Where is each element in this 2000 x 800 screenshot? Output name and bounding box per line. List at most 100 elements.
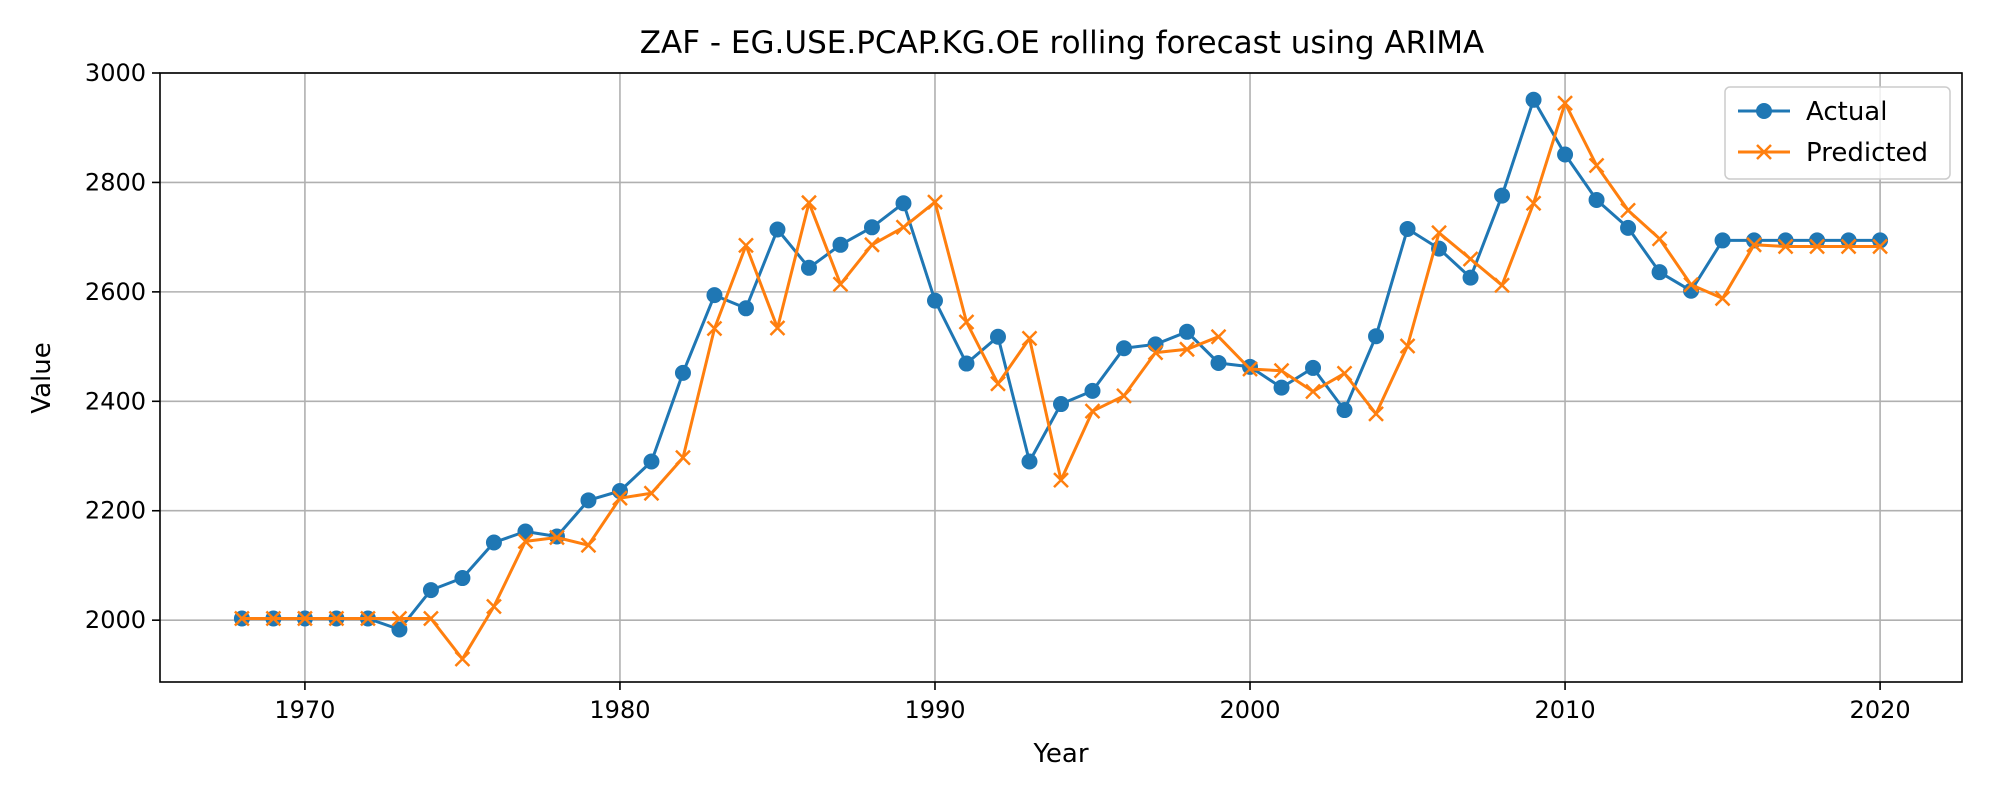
y-tick-label: 2800 bbox=[85, 168, 146, 196]
y-tick-label: 2200 bbox=[85, 497, 146, 525]
predicted-point bbox=[1179, 341, 1195, 358]
actual-point bbox=[1588, 191, 1605, 208]
predicted-point bbox=[234, 610, 250, 627]
predicted-point bbox=[1588, 157, 1605, 174]
actual-point bbox=[454, 570, 471, 587]
predicted-point bbox=[1116, 387, 1132, 404]
predicted-point bbox=[769, 320, 786, 336]
predicted-point bbox=[360, 610, 376, 627]
series-layer bbox=[233, 91, 1889, 667]
actual-point bbox=[485, 534, 502, 551]
actual-point bbox=[926, 292, 943, 309]
actual-point bbox=[1557, 146, 1574, 163]
actual-point bbox=[1273, 379, 1290, 396]
actual-point bbox=[737, 300, 754, 317]
predicted-point bbox=[675, 449, 691, 466]
actual-point bbox=[1399, 220, 1416, 237]
actual-point bbox=[895, 195, 912, 212]
predicted-point bbox=[1053, 472, 1069, 488]
y-tick-label: 3000 bbox=[85, 59, 146, 87]
predicted-point bbox=[1210, 328, 1227, 345]
predicted-point bbox=[1620, 202, 1636, 219]
actual-point bbox=[1305, 359, 1322, 376]
predicted-point bbox=[1431, 224, 1447, 241]
actual-point bbox=[1620, 219, 1637, 236]
actual-point bbox=[1525, 91, 1542, 108]
x-tick-label: 1990 bbox=[904, 696, 965, 724]
actual-point bbox=[517, 523, 534, 540]
predicted-point bbox=[1872, 238, 1888, 255]
actual-point bbox=[1651, 264, 1668, 281]
actual-point bbox=[1336, 402, 1353, 419]
actual-point bbox=[1210, 355, 1227, 371]
predicted-point bbox=[643, 485, 660, 502]
predicted-point bbox=[1147, 344, 1164, 361]
predicted-point bbox=[1557, 95, 1573, 111]
predicted-point bbox=[328, 610, 345, 627]
predicted-point bbox=[1746, 236, 1762, 253]
actual-point bbox=[580, 492, 597, 509]
actual-point bbox=[1084, 382, 1101, 399]
predicted-point bbox=[1840, 238, 1857, 255]
predicted-point bbox=[1242, 361, 1258, 377]
predicted-point bbox=[1494, 277, 1510, 294]
legend-marker-actual bbox=[1756, 103, 1772, 119]
y-axis-title: Value bbox=[27, 342, 57, 413]
predicted-point bbox=[549, 529, 565, 546]
actual-point bbox=[958, 355, 975, 372]
actual-point bbox=[1179, 323, 1196, 340]
series-predicted bbox=[234, 95, 1888, 667]
predicted-point bbox=[1525, 195, 1542, 212]
actual-point bbox=[674, 364, 691, 381]
actual-point bbox=[863, 219, 880, 236]
predicted-point bbox=[486, 598, 502, 615]
legend: Actual Predicted bbox=[1724, 86, 1951, 180]
actual-point bbox=[800, 259, 817, 276]
predicted-point bbox=[1714, 290, 1731, 307]
actual-point bbox=[1368, 328, 1385, 345]
x-tick-label: 2000 bbox=[1219, 696, 1280, 724]
legend-marker-predicted bbox=[1756, 144, 1772, 160]
actual-point bbox=[1053, 396, 1069, 413]
predicted-point bbox=[1651, 230, 1668, 247]
actual-point bbox=[391, 621, 408, 638]
predicted-point bbox=[706, 320, 723, 337]
x-tick-label: 1970 bbox=[274, 696, 335, 724]
predicted-point bbox=[1777, 238, 1794, 255]
predicted-point bbox=[265, 610, 282, 627]
predicted-point bbox=[1305, 383, 1321, 400]
x-axis-title: Year bbox=[1032, 739, 1088, 769]
predicted-point bbox=[517, 533, 534, 550]
actual-point bbox=[1021, 453, 1038, 470]
x-tick-label: 1980 bbox=[589, 696, 650, 724]
y-tick-label: 2400 bbox=[85, 387, 146, 415]
actual-point bbox=[769, 221, 786, 238]
predicted-point bbox=[927, 194, 943, 211]
actual-point bbox=[1462, 269, 1479, 286]
predicted-point bbox=[990, 375, 1006, 392]
x-tick-label: 2010 bbox=[1535, 696, 1596, 724]
predicted-point bbox=[423, 610, 439, 627]
x-tick-label: 2020 bbox=[1850, 696, 1911, 724]
predicted-point bbox=[801, 194, 817, 211]
actual-point bbox=[1494, 187, 1511, 204]
actual-point bbox=[643, 453, 660, 470]
predicted-point bbox=[958, 314, 975, 330]
actual-point bbox=[706, 287, 723, 304]
actual-point bbox=[1147, 336, 1164, 353]
legend-label-actual: Actual bbox=[1806, 97, 1887, 127]
predicted-point bbox=[580, 537, 597, 554]
predicted-point bbox=[1809, 238, 1825, 255]
predicted-point bbox=[738, 237, 754, 254]
predicted-point bbox=[1399, 338, 1416, 354]
y-tick-label: 2000 bbox=[85, 606, 146, 634]
axis-ticks: 1970 1980 1990 2000 2010 2020 2000 2200 2400 2600… bbox=[85, 59, 1911, 724]
legend-label-predicted: Predicted bbox=[1806, 138, 1928, 168]
predicted-point bbox=[612, 490, 628, 507]
actual-point bbox=[832, 236, 849, 253]
predicted-point bbox=[1021, 330, 1038, 347]
predicted-point bbox=[864, 236, 880, 253]
predicted-point bbox=[1462, 251, 1479, 267]
